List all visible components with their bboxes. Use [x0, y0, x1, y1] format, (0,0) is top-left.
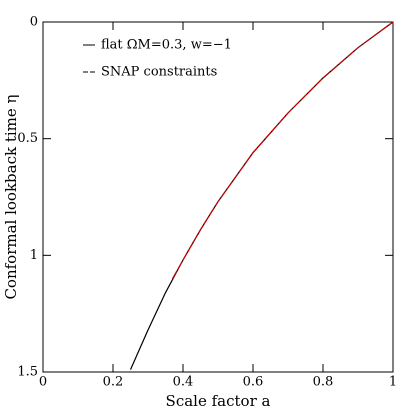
x-tick-label: 1 — [389, 375, 397, 390]
plot-frame — [42, 21, 394, 373]
y-tick-label: 1.5 — [17, 365, 38, 380]
x-tick-label: 0 — [39, 375, 47, 390]
y-tick-label: 1 — [30, 248, 38, 263]
x-tick-label: 0.2 — [103, 375, 124, 390]
x-tick-label: 0.4 — [173, 375, 194, 390]
x-tick-label: 0.8 — [313, 375, 334, 390]
legend-label: flat ΩM=0.3, w=−1 — [101, 38, 232, 53]
x-axis-label: Scale factor a — [166, 392, 271, 410]
y-tick-label: 0.5 — [17, 131, 38, 146]
y-tick-label: 0 — [30, 15, 38, 30]
series-line — [171, 21, 394, 279]
y-axis-label: Conformal lookback time η — [2, 94, 20, 299]
x-tick-label: 0.6 — [243, 375, 264, 390]
legend-label: SNAP constraints — [101, 65, 217, 80]
